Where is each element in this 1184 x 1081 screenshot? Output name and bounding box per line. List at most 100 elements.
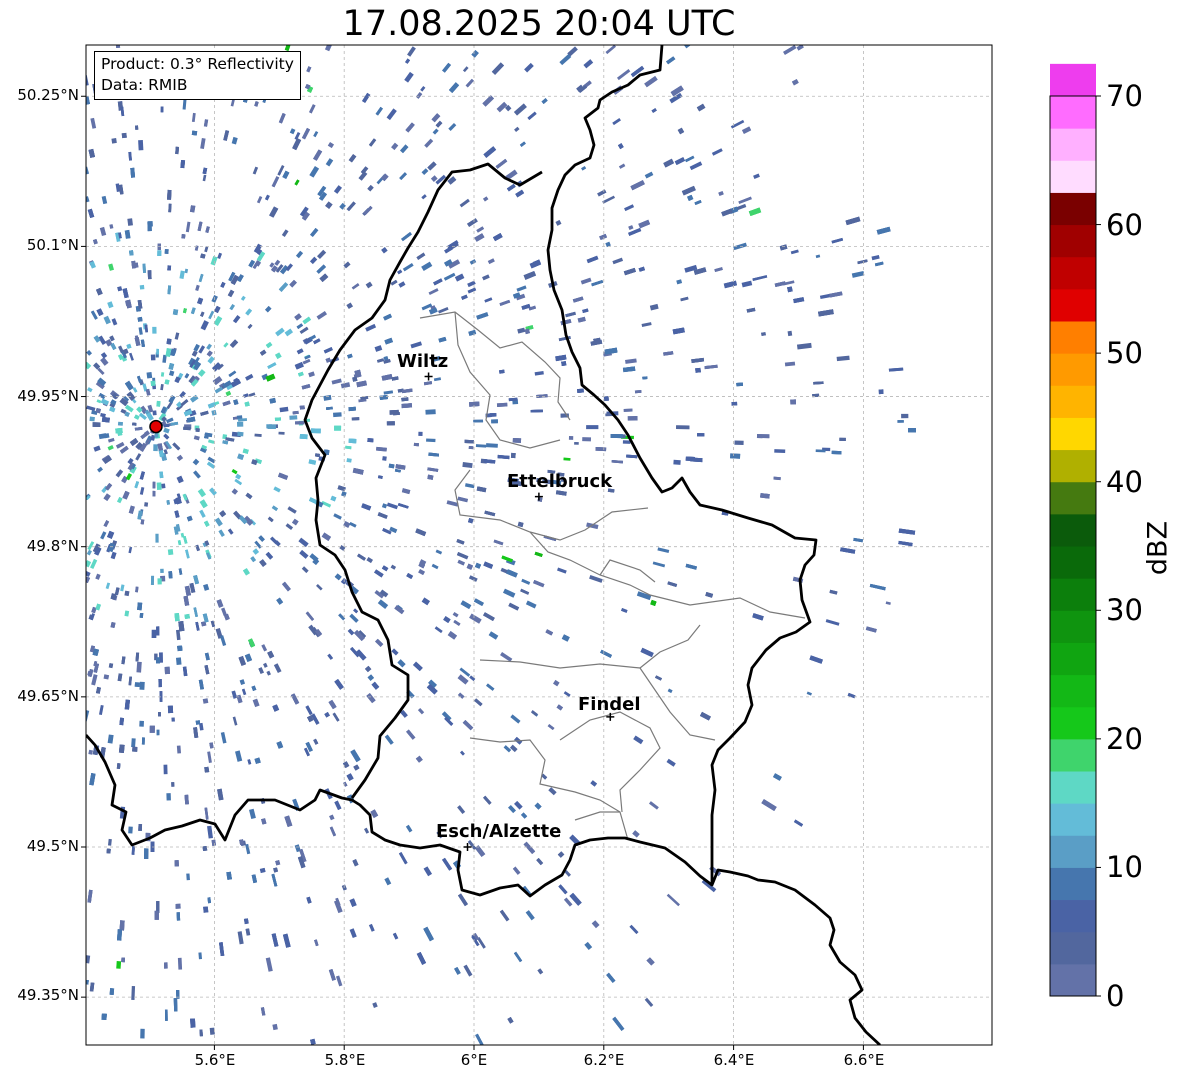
radar-echo-cell (263, 662, 268, 668)
colorbar-tick-label: 10 (1106, 850, 1143, 884)
colorbar-cell (1050, 835, 1096, 868)
radar-echo-cell (741, 280, 753, 288)
radar-echo-cell (316, 310, 328, 320)
radar-echo-cell (168, 370, 175, 377)
radar-echo-cell (459, 198, 470, 208)
radar-echo-cell (217, 363, 224, 371)
radar-echo-cell (202, 174, 207, 182)
radar-echo-cell (179, 390, 186, 399)
radar-echo-cell (161, 483, 166, 489)
radar-echo-cell (509, 744, 518, 753)
radar-echo-cell (139, 486, 145, 495)
radar-echo-cell (851, 270, 865, 278)
radar-echo-cell (390, 564, 397, 570)
radar-echo-cell (774, 449, 786, 454)
radar-echo-cell (644, 997, 654, 1007)
radar-echo-cell (783, 280, 795, 286)
radar-echo-cell (176, 454, 184, 462)
radar-echo-cell (482, 274, 490, 281)
radar-echo-cell (563, 897, 573, 907)
radar-echo-cell (237, 931, 244, 945)
radar-echo-cell (176, 745, 182, 754)
radar-echo-cell (652, 561, 666, 568)
radar-echo-cell (88, 749, 93, 755)
radar-echo-cell (358, 171, 368, 181)
radar-echo-cell (469, 259, 477, 265)
radar-echo-cell (273, 486, 281, 493)
radar-echo-cell (443, 272, 456, 281)
radar-echo-cell (684, 45, 691, 49)
radar-echo-cell (633, 735, 644, 745)
radar-echo-cell (245, 843, 251, 855)
radar-echo-cell (568, 436, 574, 440)
radar-echo-cell (152, 326, 157, 334)
radar-echo-cell (324, 45, 333, 52)
radar-echo-cell (382, 456, 387, 461)
radar-echo-cell (98, 705, 104, 716)
radar-echo-cell (265, 957, 273, 972)
radar-echo-cell (160, 384, 164, 391)
radar-echo-cell (275, 327, 285, 337)
radar-echo-cell (208, 439, 215, 444)
radar-echo-cell (309, 166, 320, 178)
radar-echo-cell (91, 674, 98, 686)
radar-echo-cell (90, 558, 98, 570)
radar-echo-cell (468, 575, 478, 582)
radar-echo-cell (131, 738, 136, 748)
data-source-label: Data: RMIB (101, 76, 188, 94)
radar-echo-cell (236, 421, 244, 427)
radar-echo-cell (602, 195, 616, 204)
radar-echo-cell (97, 377, 107, 387)
radar-echo-cell (589, 574, 603, 583)
radar-echo-cell (557, 567, 567, 574)
radar-echo-cell (131, 985, 136, 1001)
colorbar-cell (1050, 449, 1096, 483)
radar-echo-cell (90, 117, 97, 129)
radar-echo-cell (203, 583, 210, 591)
radar-echo-cell (612, 257, 624, 265)
radar-echo-cell (349, 928, 357, 939)
radar-echo-cell (386, 108, 397, 121)
radar-echo-cell (235, 473, 242, 480)
radar-echo-cell (186, 873, 190, 881)
radar-echo-cell (500, 652, 513, 662)
radar-echo-cell (787, 330, 793, 337)
radar-echo-cell (269, 536, 279, 545)
colorbar-cell (1050, 160, 1096, 193)
radar-echo-cell (462, 462, 473, 469)
colorbar-cell (1050, 417, 1096, 451)
radar-echo-cell (901, 413, 909, 419)
radar-echo-cell (485, 443, 498, 448)
radar-echo-cell (115, 469, 124, 478)
lat-tick-label: 49.5°N (26, 837, 79, 855)
radar-echo-cell (208, 310, 215, 320)
radar-echo-cell (100, 357, 109, 366)
radar-echo-cell (517, 327, 526, 334)
colorbar-cell (1050, 513, 1096, 547)
radar-echo-cell (434, 626, 443, 634)
radar-echo-cell (121, 475, 129, 484)
lat-tick-label: 50.25°N (17, 86, 79, 104)
radar-echo-cell (649, 303, 659, 311)
radar-echo-cell (684, 264, 698, 273)
radar-echo-cell (885, 601, 891, 605)
radar-echo-cell (177, 957, 183, 970)
radar-echo-cell (289, 415, 298, 420)
radar-echo-cell (386, 502, 398, 510)
radar-echo-cell (753, 173, 760, 179)
radar-echo-cell (381, 503, 388, 509)
colorbar-cell (1050, 578, 1096, 611)
radar-echo-cell (191, 112, 196, 123)
radar-echo-cell (299, 206, 309, 217)
colorbar-cell (1050, 642, 1096, 676)
radar-echo-cell (237, 418, 248, 422)
radar-echo-cell (815, 449, 826, 453)
radar-echo-cell (175, 404, 183, 411)
radar-echo-cell (120, 584, 125, 592)
radar-echo-cell (567, 46, 578, 57)
radar-echo-cell (452, 611, 459, 618)
radar-echo-cell (207, 825, 213, 839)
radar-echo-cell (374, 345, 383, 352)
radar-echo-cell (219, 635, 227, 647)
